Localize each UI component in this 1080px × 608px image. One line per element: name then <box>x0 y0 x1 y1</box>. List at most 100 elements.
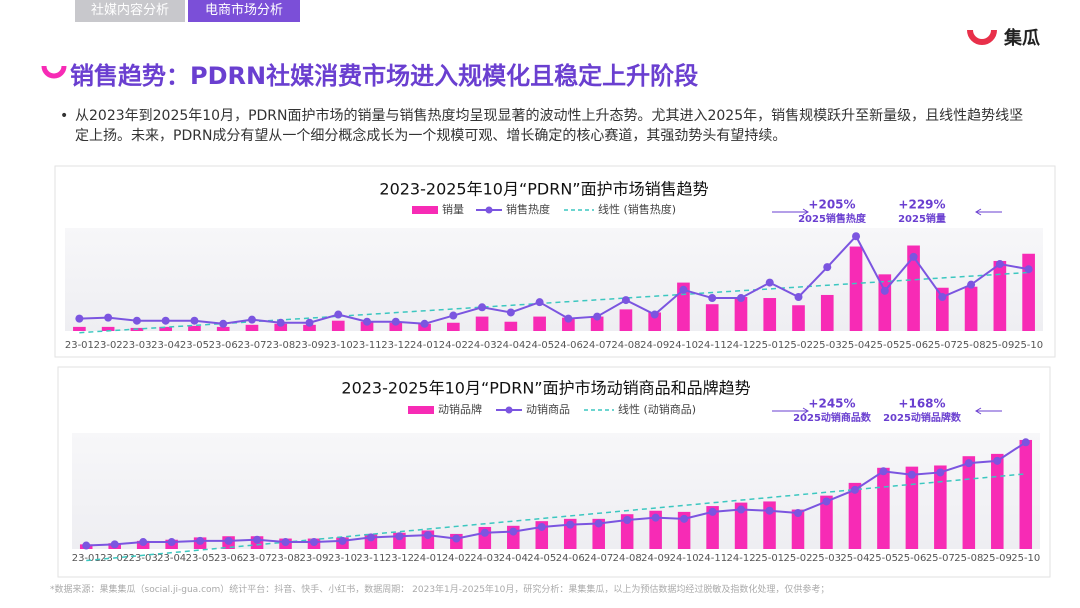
x-tick-label: 24-06 <box>556 553 585 564</box>
line <box>79 234 1029 325</box>
annotation-value: +229% <box>898 198 945 212</box>
annotation-value: +168% <box>898 397 945 411</box>
line-point <box>879 467 888 476</box>
legend-swatch <box>408 406 434 414</box>
x-tick-label: 24-04 <box>499 553 528 564</box>
line-point <box>708 294 717 303</box>
tab[interactable]: 电商市场分析 <box>188 0 300 22</box>
x-tick-label: 25-08 <box>957 340 986 351</box>
line-point <box>995 260 1004 269</box>
x-tick-label: 24-01 <box>413 553 442 564</box>
line-point <box>253 535 262 544</box>
x-tick-label: 23-12 <box>385 553 414 564</box>
arrow <box>975 407 1002 415</box>
trend-line <box>86 473 1026 562</box>
x-tick-label: 25-04 <box>841 340 870 351</box>
x-tick-label: 23-11 <box>356 553 385 564</box>
line-point <box>104 313 113 322</box>
line-point <box>993 456 1002 465</box>
line-point <box>452 534 461 543</box>
line-point <box>219 319 228 328</box>
line-point <box>736 294 745 303</box>
legend-label: 动销商品 <box>526 402 570 416</box>
line-point <box>936 468 945 477</box>
bar <box>360 321 374 331</box>
bar <box>188 325 201 331</box>
x-tick-label: 24-02 <box>439 340 468 351</box>
bar <box>763 298 777 331</box>
line-point <box>737 505 746 514</box>
line-point <box>395 532 404 541</box>
line-point <box>110 540 119 549</box>
line-point <box>850 485 859 494</box>
line-point <box>281 538 290 547</box>
line-point <box>593 312 602 321</box>
x-tick-label: 25-08 <box>954 553 983 564</box>
line-point <box>594 519 603 528</box>
bar <box>533 316 546 331</box>
legend-label: 销量 <box>442 202 464 216</box>
x-tick-label: 23-06 <box>209 340 238 351</box>
chart-title: 2023-2025年10月“PDRN”面护市场动销商品和品牌趋势 <box>341 379 750 398</box>
x-tick-label: 24-08 <box>613 553 642 564</box>
x-tick-label: 23-04 <box>151 340 180 351</box>
x-tick-label: 23-03 <box>122 340 151 351</box>
x-tick-label: 24-03 <box>470 553 499 564</box>
legend-label: 线性 (动销商品) <box>618 402 696 416</box>
x-tick-label: 25-09 <box>983 553 1012 564</box>
x-tick-label: 24-03 <box>468 340 497 351</box>
legend-swatch <box>412 206 438 214</box>
bar <box>592 518 605 549</box>
line-point <box>938 293 947 302</box>
x-tick-label: 23-08 <box>271 553 300 564</box>
annotation-label: 2025动销商品数 <box>793 411 872 424</box>
tab[interactable]: 社媒内容分析 <box>75 0 185 22</box>
bullet-dot: • <box>60 108 69 124</box>
line-point <box>765 278 774 287</box>
x-tick-label: 24-10 <box>670 553 699 564</box>
line-point <box>310 538 318 547</box>
line-point <box>82 541 91 550</box>
bar <box>964 286 978 331</box>
bar <box>820 495 833 549</box>
line-point <box>161 316 170 325</box>
bar <box>962 456 976 549</box>
annotation-value: +245% <box>808 397 855 411</box>
x-tick-label: 24-02 <box>442 553 471 564</box>
chart-title: 2023-2025年10月“PDRN”面护市场销售趋势 <box>379 180 708 199</box>
x-tick-label: 24-10 <box>669 340 698 351</box>
line-point <box>338 536 347 545</box>
line-point <box>651 513 660 522</box>
line-point <box>623 516 632 524</box>
x-tick-label: 25-02 <box>784 340 813 351</box>
legend-swatch <box>505 406 513 414</box>
annotation-label: 2025销量 <box>898 212 946 225</box>
bar <box>504 321 518 331</box>
line-point <box>537 522 546 531</box>
arrow <box>975 208 1002 216</box>
x-tick-label: 25-03 <box>812 553 841 564</box>
x-tick-label: 24-06 <box>554 340 583 351</box>
x-tick-label: 23-01 <box>65 340 94 351</box>
bar <box>791 509 805 549</box>
line-point <box>566 520 575 529</box>
title-icon <box>41 65 67 79</box>
bar <box>446 322 460 331</box>
x-tick-label: 24-07 <box>584 553 613 564</box>
x-tick-label: 23-03 <box>129 553 158 564</box>
x-tick-label: 25-04 <box>840 553 869 564</box>
line-point <box>880 286 889 295</box>
bar <box>905 466 919 549</box>
x-tick-label: 23-07 <box>243 553 272 564</box>
arrow <box>772 208 809 216</box>
bar <box>590 316 604 331</box>
x-tick-label: 24-11 <box>698 553 727 564</box>
line-point <box>139 538 148 547</box>
page-title: 销售趋势：PDRN社媒消费市场进入规模化且稳定上升阶段 <box>70 62 699 90</box>
logo: 集瓜 <box>1004 28 1040 49</box>
line-point <box>765 506 774 515</box>
x-tick-label: 24-01 <box>410 340 439 351</box>
line-point <box>449 311 458 320</box>
